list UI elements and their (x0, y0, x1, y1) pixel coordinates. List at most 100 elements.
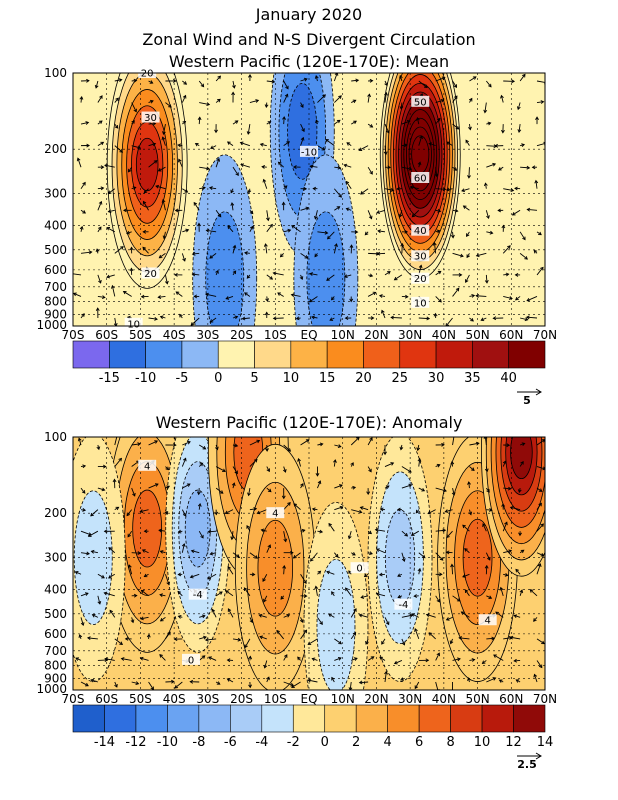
x-tick-label: 70S (62, 328, 85, 342)
y-tick-label: 500 (44, 243, 67, 257)
x-tick-label: 50N (465, 692, 489, 706)
contour-label: -10 (301, 147, 317, 158)
colorbar-swatch (418, 704, 451, 733)
y-tick-label: 800 (44, 658, 67, 672)
contour-label-bg (411, 296, 430, 308)
contour-label: 20 (414, 274, 427, 285)
contour-label: 20 (141, 69, 154, 80)
contour-label-bg (141, 267, 160, 279)
y-tick-label: 900 (44, 671, 67, 685)
colorbar-swatch (472, 340, 509, 369)
y-tick-label: 200 (44, 506, 67, 520)
colorbar-label: 30 (428, 371, 445, 386)
colorbar-swatch (217, 340, 255, 369)
contour-label-bg (141, 111, 160, 123)
colorbar-swatch (72, 704, 105, 733)
y-tick-label: 1000 (36, 318, 67, 332)
panel-title-anomaly: Western Pacific (120E-170E): Anomaly (156, 413, 463, 432)
y-tick-label: 100 (44, 430, 67, 444)
contour-label: 4 (272, 509, 278, 520)
x-tick-label: EQ (300, 328, 317, 342)
colorbar-label: 8 (446, 735, 454, 750)
colorbar-label: 12 (505, 735, 522, 750)
contour-fill-pos (135, 137, 159, 192)
x-tick-label: 30N (398, 328, 422, 342)
contour-label-bg (411, 171, 430, 183)
vector-reference-label: 5 (523, 394, 531, 407)
colorbar-swatch (254, 340, 292, 369)
y-tick-label: 600 (44, 263, 67, 277)
contour-label-bg (411, 272, 430, 284)
contour-label-bg (300, 145, 318, 157)
contour-label: 30 (144, 113, 157, 124)
y-tick-label: 1000 (36, 682, 67, 696)
contour-label: -4 (398, 600, 408, 611)
colorbar-label: 40 (500, 371, 517, 386)
y-tick-label: 700 (44, 644, 67, 658)
contour-label: 4 (484, 616, 490, 627)
colorbar-label: 10 (474, 735, 491, 750)
contour-label: -4 (193, 590, 203, 601)
contour-label: 50 (414, 97, 427, 108)
contour-label-bg (411, 95, 430, 107)
colorbar-label: -10 (157, 735, 178, 750)
contour-label: 60 (414, 173, 427, 184)
x-tick-label: 20S (230, 692, 253, 706)
colorbar-swatch (326, 340, 364, 369)
y-tick-label: 300 (44, 551, 67, 565)
x-tick-label: 40N (432, 328, 456, 342)
colorbar-label: -12 (125, 735, 146, 750)
contour-label: 10 (414, 298, 427, 309)
colorbar-label: 2 (352, 735, 360, 750)
contour-label: 4 (144, 461, 150, 472)
x-tick-label: 40N (432, 692, 456, 706)
contour-label: 40 (414, 226, 427, 237)
colorbar-label: -15 (99, 371, 120, 386)
vector-reference-label: 2.5 (517, 758, 537, 771)
colorbar-swatch (324, 704, 357, 733)
contour-label-bg (411, 250, 430, 262)
x-tick-label: 20N (364, 692, 388, 706)
x-tick-label: 70N (533, 692, 557, 706)
x-tick-label: 20S (230, 328, 253, 342)
colorbar-label: 0 (321, 735, 329, 750)
y-tick-label: 400 (44, 582, 67, 596)
colorbar-label: 15 (319, 371, 336, 386)
colorbar-swatch (513, 704, 546, 733)
colorbar-label: 25 (391, 371, 408, 386)
contour-label: 20 (144, 269, 157, 280)
contour-fill-pos (132, 489, 163, 568)
y-tick-label: 800 (44, 294, 67, 308)
colorbar-swatch (292, 704, 326, 733)
colorbar-swatch (508, 340, 546, 369)
y-tick-label: 900 (44, 307, 67, 321)
colorbar-swatch (481, 704, 514, 733)
x-tick-label: 50N (465, 328, 489, 342)
contour-label-bg (138, 459, 157, 471)
contour-label-bg (188, 588, 207, 600)
colorbar-swatch (450, 704, 483, 733)
contour-label-bg (124, 317, 143, 329)
x-tick-label: 10S (264, 692, 287, 706)
x-tick-label: 50S (129, 692, 152, 706)
y-tick-label: 300 (44, 187, 67, 201)
colorbar-label: 14 (537, 735, 554, 750)
y-tick-label: 100 (44, 66, 67, 80)
colorbar-swatch (399, 340, 437, 369)
y-tick-label: 200 (44, 142, 67, 156)
x-tick-label: 10S (264, 328, 287, 342)
x-tick-label: 50S (129, 328, 152, 342)
contour-label: 30 (414, 252, 427, 263)
colorbar-label: 20 (355, 371, 372, 386)
colorbar-swatch (435, 340, 473, 369)
colorbar-swatch (104, 704, 137, 733)
colorbar-swatch (109, 340, 146, 369)
colorbar-swatch (135, 704, 168, 733)
contour-label-bg (266, 507, 285, 519)
main-subtitle: Zonal Wind and N-S Divergent Circulation (142, 30, 475, 49)
contour-fill-neg (316, 558, 356, 690)
colorbar-label: 6 (415, 735, 423, 750)
contour-fill-neg (184, 489, 211, 568)
